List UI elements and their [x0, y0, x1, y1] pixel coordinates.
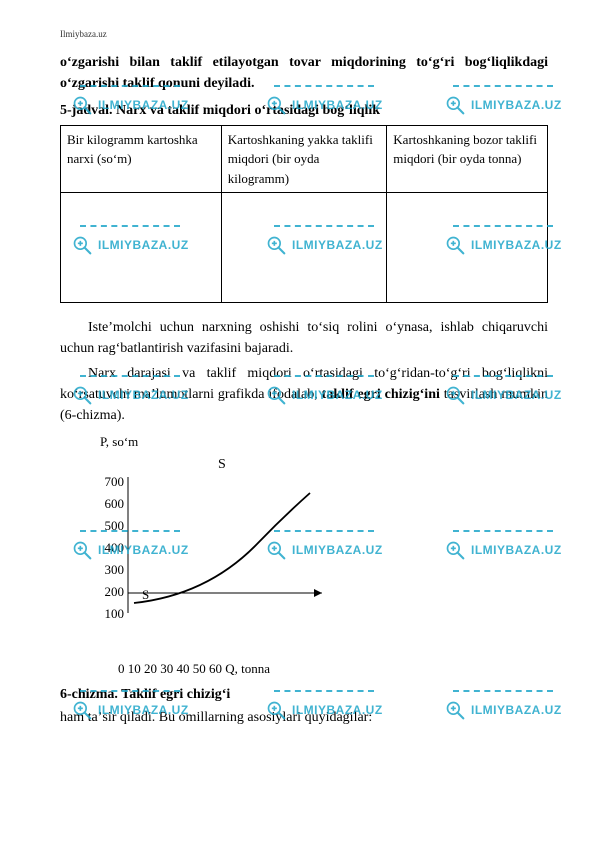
after-table-paragraph: Isteʼmolchi uchun narxning oshishi toʻsi…: [60, 317, 548, 359]
chart-plot-area: 700 600 500 400 300 200 100 S: [88, 477, 348, 657]
series-letter-top: S: [218, 454, 548, 475]
curve-bold: taklif egri chizigʻini: [322, 387, 440, 402]
intro-paragraph: oʻzgarishi bilan taklif etilayotgan tova…: [60, 52, 548, 94]
chart-svg: [88, 477, 348, 637]
site-label: Ilmiybaza.uz: [60, 28, 548, 42]
table-header-row: Bir kilogramm kartoshka narxi (soʻm) Kar…: [61, 125, 548, 193]
x-axis-arrow-icon: [314, 589, 322, 597]
col-header-3: Kartoshkaning bozor taklifi miqdori (bir…: [387, 125, 548, 193]
supply-table: Bir kilogramm kartoshka narxi (soʻm) Kar…: [60, 125, 548, 304]
x-ticks: 0 10 20 30 40 50 60 Q, tonna: [118, 659, 548, 679]
closing-paragraph: ham taʼsir qiladi. Bu omillarning asosiy…: [60, 707, 548, 728]
curve-paragraph: Narx darajasi va taklif miqdori oʻrtasid…: [60, 363, 548, 426]
empty-cell-1: [61, 193, 222, 303]
supply-curve-line: [134, 493, 310, 603]
col-header-1: Bir kilogramm kartoshka narxi (soʻm): [61, 125, 222, 193]
col-header-2: Kartoshkaning yakka taklifi miqdori (bir…: [221, 125, 387, 193]
table-title: 5-jadval. Narx va taklif miqdori oʻrtasi…: [60, 100, 548, 121]
empty-cell-2: [221, 193, 387, 303]
table-empty-row: [61, 193, 548, 303]
figure-caption: 6-chizma. Taklif egri chizigʻi: [60, 684, 548, 705]
empty-cell-3: [387, 193, 548, 303]
supply-chart: P, soʻm S 700 600 500 400 300 200 100 S …: [88, 432, 548, 678]
y-axis-label: P, soʻm: [100, 432, 548, 452]
